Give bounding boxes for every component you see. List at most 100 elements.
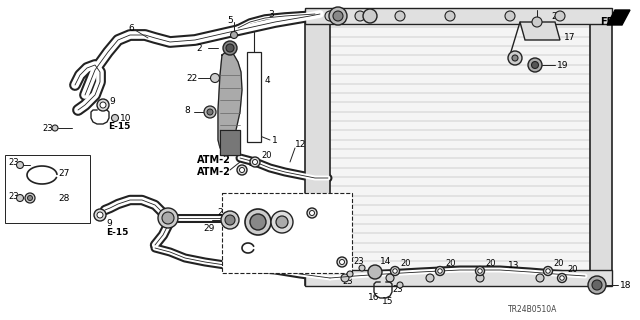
Circle shape (239, 167, 244, 172)
Circle shape (341, 274, 349, 282)
Text: 4: 4 (265, 76, 271, 84)
Circle shape (555, 11, 565, 21)
Text: 22: 22 (186, 74, 197, 83)
Circle shape (557, 274, 566, 283)
Text: ATM-2: ATM-2 (270, 195, 304, 205)
Bar (305, 8, 612, 24)
Circle shape (508, 51, 522, 65)
Text: 26: 26 (277, 237, 289, 246)
Text: 23: 23 (342, 277, 353, 286)
Circle shape (271, 211, 293, 233)
Circle shape (25, 193, 35, 203)
Text: 28: 28 (58, 194, 69, 203)
Circle shape (368, 265, 382, 279)
Text: ATM-2: ATM-2 (197, 155, 231, 165)
Polygon shape (607, 10, 630, 25)
Circle shape (97, 212, 103, 218)
Circle shape (363, 9, 377, 23)
Polygon shape (218, 52, 242, 150)
Text: 20: 20 (445, 259, 456, 268)
Circle shape (111, 115, 118, 122)
Circle shape (250, 214, 266, 230)
Text: 20: 20 (567, 266, 577, 275)
FancyBboxPatch shape (222, 193, 352, 273)
Circle shape (221, 211, 239, 229)
Circle shape (237, 165, 247, 175)
Text: TR24B0510A: TR24B0510A (508, 306, 557, 315)
Text: 20: 20 (248, 158, 259, 167)
Text: 27: 27 (58, 169, 69, 178)
Text: 3: 3 (268, 10, 274, 19)
Circle shape (245, 209, 271, 235)
Text: 23: 23 (42, 124, 52, 132)
Circle shape (17, 195, 24, 202)
Circle shape (426, 274, 434, 282)
Circle shape (445, 11, 455, 21)
Text: 16: 16 (368, 293, 380, 302)
Text: 17: 17 (564, 33, 575, 42)
Circle shape (386, 274, 394, 282)
Text: 11: 11 (344, 251, 355, 260)
Bar (247, 52, 261, 142)
Polygon shape (305, 12, 330, 285)
Circle shape (339, 260, 344, 265)
Text: 23: 23 (8, 191, 19, 201)
Text: 1: 1 (272, 135, 278, 145)
Text: 25: 25 (247, 237, 259, 246)
Text: 9: 9 (106, 219, 112, 228)
Circle shape (276, 216, 288, 228)
Circle shape (505, 11, 515, 21)
Circle shape (543, 267, 552, 276)
Text: 5: 5 (227, 15, 233, 25)
Circle shape (347, 271, 353, 277)
Circle shape (225, 215, 235, 225)
Circle shape (230, 31, 237, 38)
Text: 14: 14 (380, 258, 392, 267)
Circle shape (359, 265, 365, 271)
Circle shape (310, 211, 314, 215)
Text: 9: 9 (109, 97, 115, 106)
Text: 18: 18 (620, 281, 632, 290)
Text: 20: 20 (261, 150, 271, 159)
Circle shape (560, 276, 564, 280)
Circle shape (390, 267, 399, 276)
Text: 13: 13 (508, 260, 520, 269)
Circle shape (329, 7, 347, 25)
Circle shape (355, 11, 365, 21)
Circle shape (211, 74, 220, 83)
Circle shape (333, 11, 343, 21)
Text: 20: 20 (553, 259, 563, 268)
Circle shape (395, 11, 405, 21)
Circle shape (253, 159, 257, 164)
Text: 12: 12 (295, 140, 307, 148)
Text: 20: 20 (400, 259, 410, 268)
Circle shape (476, 267, 484, 276)
Text: 23: 23 (8, 157, 19, 166)
Text: 19: 19 (557, 60, 568, 69)
Circle shape (512, 55, 518, 61)
Bar (5, 155, 90, 223)
Circle shape (438, 269, 442, 273)
Circle shape (477, 269, 483, 273)
Circle shape (531, 61, 538, 68)
Text: 6: 6 (128, 23, 134, 33)
Polygon shape (315, 18, 607, 280)
Text: FR.: FR. (600, 17, 618, 27)
Text: 10: 10 (120, 114, 131, 123)
Circle shape (97, 99, 109, 111)
Circle shape (546, 269, 550, 273)
Circle shape (307, 208, 317, 218)
Text: 8: 8 (184, 106, 189, 115)
Polygon shape (590, 12, 612, 285)
Circle shape (592, 280, 602, 290)
Circle shape (325, 11, 335, 21)
Circle shape (226, 44, 234, 52)
Polygon shape (220, 130, 240, 155)
Circle shape (52, 125, 58, 131)
Circle shape (397, 282, 403, 288)
Circle shape (528, 58, 542, 72)
Circle shape (435, 267, 445, 276)
Text: 29: 29 (203, 223, 214, 233)
Circle shape (158, 208, 178, 228)
Text: 24: 24 (217, 207, 228, 217)
